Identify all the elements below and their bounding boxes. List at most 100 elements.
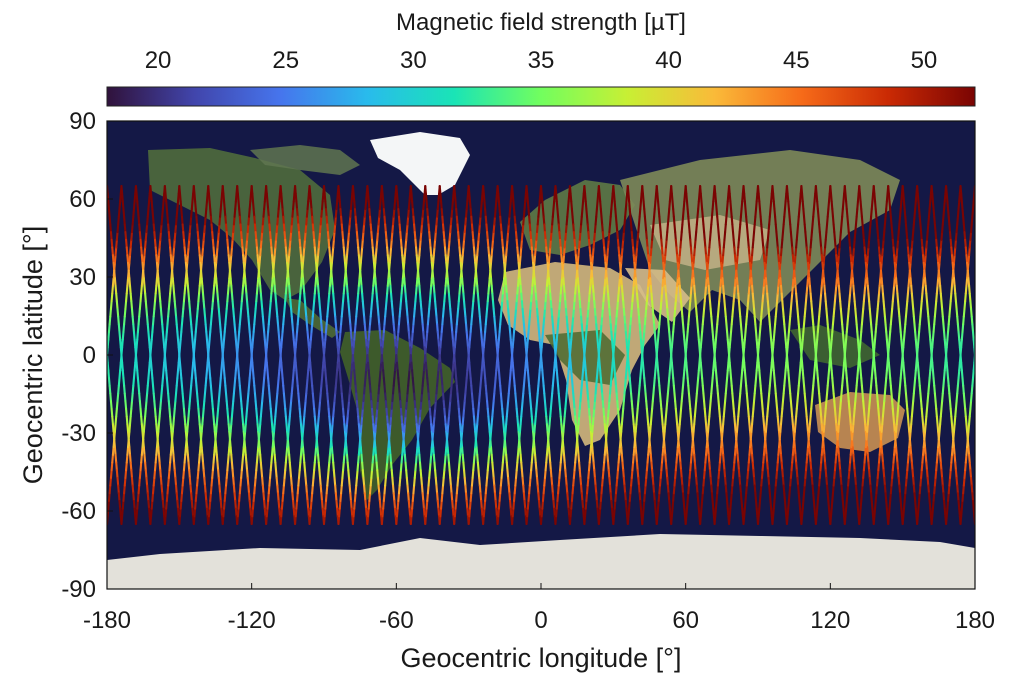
ground-track-segment-108 — [858, 184, 890, 526]
ground-track-segment-83 — [670, 184, 702, 526]
x-tick-label: 120 — [810, 607, 850, 634]
colorbar-tick-label: 30 — [400, 47, 427, 74]
plot-area — [107, 121, 975, 589]
colorbar-label: Magnetic field strength [µT] — [396, 9, 686, 36]
ground-track-segment-93 — [742, 184, 774, 526]
ground-track-segment-61 — [511, 184, 543, 526]
ground-track-segment-44 — [395, 184, 427, 526]
ground-track-segment-45 — [395, 184, 427, 526]
ground-track-segment-112 — [887, 184, 919, 526]
ground-track-segment-57 — [482, 184, 514, 526]
ground-track-segment-88 — [713, 184, 745, 526]
y-axis-tick-labels: 90 60 30 0 -30 -60 -90 — [61, 108, 113, 603]
ground-track-segment-13 — [163, 184, 195, 526]
ground-track-segment-47 — [409, 184, 441, 526]
y-tick-label: 90 — [69, 108, 96, 135]
ground-track-segment-5 — [107, 184, 137, 526]
colorbar — [106, 86, 976, 107]
ground-track-segment-119 — [930, 184, 962, 526]
ground-track-segment-73 — [597, 184, 629, 526]
ground-track-segment-97 — [771, 184, 803, 526]
ground-track-segment-77 — [626, 184, 658, 526]
ground-track-segment-10 — [149, 184, 181, 526]
ground-track-segment-33 — [308, 184, 340, 526]
colorbar-tick-label: 25 — [272, 47, 299, 74]
ground-track-segment-40 — [366, 184, 398, 526]
arabian-peninsula — [625, 268, 690, 322]
ground-track-segment-55 — [467, 184, 499, 526]
y-tick-label: -60 — [61, 498, 96, 525]
ground-track-segment-89 — [713, 184, 745, 526]
ground-track-segment-18 — [207, 184, 239, 526]
ground-track-segment-98 — [785, 184, 817, 526]
ground-track-segment-78 — [641, 184, 673, 526]
ground-track-segment-46 — [409, 184, 441, 526]
y-axis-label: Geocentric latitude [°] — [18, 226, 48, 484]
ground-track-segment-62 — [525, 184, 557, 526]
ground-track-segment-76 — [626, 184, 658, 526]
x-tick-label: 0 — [534, 607, 547, 634]
ground-track-segment-7 — [120, 184, 152, 526]
ground-track-segment-20 — [221, 184, 253, 526]
ground-track-segment-23 — [236, 184, 268, 526]
satellite-ground-tracks — [107, 184, 975, 526]
ground-track-segment-9 — [134, 184, 166, 526]
colorbar-tick-label: 35 — [528, 47, 555, 74]
europe-landmass — [520, 180, 635, 255]
ground-track-segment-52 — [453, 184, 485, 526]
ground-track-segment-85 — [684, 184, 716, 526]
ground-track-segment-123 — [959, 184, 975, 368]
ground-track-segment-69 — [568, 184, 600, 526]
ground-track-segment-19 — [207, 184, 239, 526]
ground-track-segment-12 — [163, 184, 195, 526]
ground-track-segment-8 — [134, 184, 166, 526]
x-tick-label: 180 — [955, 607, 995, 634]
colorbar-tick-label: 50 — [911, 47, 938, 74]
colorbar-tick-label: 20 — [145, 47, 172, 74]
x-tick-label: -180 — [83, 607, 131, 634]
ground-track-segment-70 — [583, 184, 615, 526]
ground-track-segment-121 — [945, 184, 975, 526]
ground-track-segment-100 — [800, 184, 832, 526]
ground-track-segment-59 — [496, 184, 528, 526]
ground-track-segment-3 — [107, 342, 123, 526]
ground-track-segment-41 — [366, 184, 398, 526]
ground-track-segment-72 — [597, 184, 629, 526]
x-tick-label: -60 — [379, 607, 414, 634]
ground-track-segment-50 — [438, 184, 470, 526]
ground-track-segment-63 — [525, 184, 557, 526]
ground-track-segment-106 — [843, 184, 875, 526]
canadian-arctic-islands — [250, 145, 360, 175]
antarctica-landmass — [107, 534, 975, 589]
ground-track-segment-65 — [539, 184, 571, 526]
x-tick-label: 60 — [672, 607, 699, 634]
ground-track-segment-101 — [800, 184, 832, 526]
colorbar-tick-label: 45 — [783, 47, 810, 74]
ground-track-segment-114 — [901, 184, 933, 526]
y-tick-label: 30 — [69, 264, 96, 291]
ground-track-segment-24 — [250, 184, 282, 526]
ground-track-segment-82 — [670, 184, 702, 526]
ground-track-segment-38 — [351, 184, 383, 526]
x-tick-label: -120 — [228, 607, 276, 634]
ground-track-segment-51 — [438, 184, 470, 526]
greenland-icecap — [370, 132, 470, 195]
ground-track-segment-99 — [785, 184, 817, 526]
y-tick-label: 60 — [69, 186, 96, 213]
colorbar-tick-labels: 20 25 30 35 40 45 50 — [145, 47, 938, 92]
x-axis-tick-labels: -180 -120 -60 0 60 120 180 — [83, 583, 995, 634]
y-tick-label: 0 — [83, 342, 96, 369]
ground-track-segment-67 — [554, 184, 586, 526]
ground-track-segment-86 — [699, 184, 731, 526]
ground-track-segment-107 — [843, 184, 875, 526]
ground-track-segment-31 — [294, 184, 326, 526]
y-tick-label: -90 — [61, 576, 96, 603]
ground-track-segment-116 — [916, 184, 948, 526]
colorbar-tick-label: 40 — [655, 47, 682, 74]
y-tick-label: -30 — [61, 420, 96, 447]
ground-track-segment-91 — [728, 184, 760, 526]
ground-track-segment-30 — [294, 184, 326, 526]
ground-track-segment-90 — [728, 184, 760, 526]
ground-track-segment-36 — [337, 184, 369, 526]
